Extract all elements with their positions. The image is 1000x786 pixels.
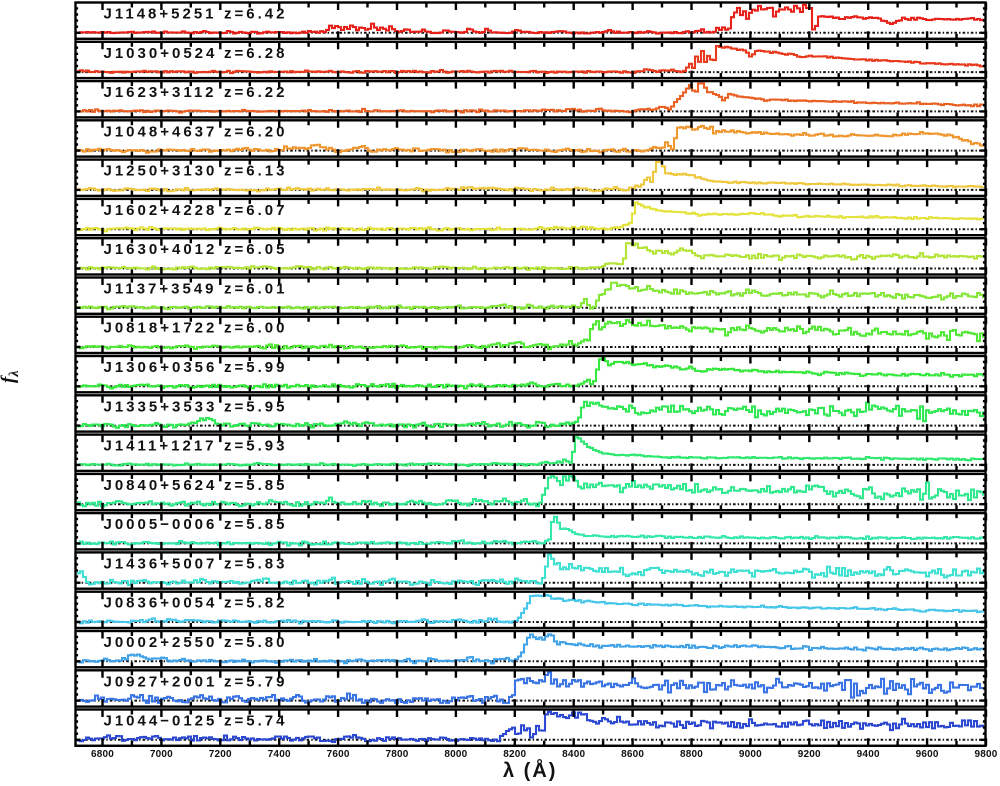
svg-text:z=6.07: z=6.07 <box>224 202 287 219</box>
svg-text:7200: 7200 <box>209 749 232 760</box>
svg-text:J1250+3130: J1250+3130 <box>104 163 218 180</box>
svg-text:z=6.20: z=6.20 <box>224 123 287 140</box>
svg-text:J0840+5624: J0840+5624 <box>104 477 218 494</box>
svg-text:8400: 8400 <box>562 749 585 760</box>
svg-text:z=5.82: z=5.82 <box>224 595 287 612</box>
svg-text:8200: 8200 <box>503 749 526 760</box>
svg-text:J1030+0524: J1030+0524 <box>104 45 218 62</box>
svg-text:z=5.79: z=5.79 <box>224 673 287 690</box>
svg-text:z=5.85: z=5.85 <box>224 477 287 494</box>
svg-text:8800: 8800 <box>680 749 703 760</box>
svg-text:J0927+2001: J0927+2001 <box>104 673 218 690</box>
svg-text:z=5.83: z=5.83 <box>224 555 287 572</box>
svg-text:J1335+3533: J1335+3533 <box>104 398 218 415</box>
svg-text:J0005−0006: J0005−0006 <box>104 516 218 533</box>
svg-text:J1044−0125: J1044−0125 <box>104 713 218 730</box>
svg-text:z=6.13: z=6.13 <box>224 163 287 180</box>
svg-text:7800: 7800 <box>385 749 408 760</box>
svg-text:z=6.22: z=6.22 <box>224 84 287 101</box>
svg-text:J1148+5251: J1148+5251 <box>104 6 217 23</box>
svg-text:λ (Å): λ (Å) <box>503 758 557 782</box>
svg-text:J0818+1722: J0818+1722 <box>104 320 218 337</box>
svg-text:J1630+4012: J1630+4012 <box>104 241 218 258</box>
svg-text:z=6.01: z=6.01 <box>224 281 287 298</box>
svg-text:9800: 9800 <box>974 749 997 760</box>
svg-text:z=5.95: z=5.95 <box>224 398 287 415</box>
svg-text:7400: 7400 <box>268 749 291 760</box>
svg-text:7600: 7600 <box>327 749 350 760</box>
svg-text:9000: 9000 <box>739 749 762 760</box>
svg-text:z=5.99: z=5.99 <box>224 359 287 376</box>
svg-text:J1623+3112: J1623+3112 <box>104 84 217 101</box>
svg-text:J1602+4228: J1602+4228 <box>104 202 218 219</box>
svg-text:z=6.05: z=6.05 <box>224 241 287 258</box>
svg-text:J1306+0356: J1306+0356 <box>104 359 218 376</box>
svg-text:6800: 6800 <box>91 749 114 760</box>
svg-text:J0002+2550: J0002+2550 <box>104 634 218 651</box>
svg-text:J1411+1217: J1411+1217 <box>104 438 217 455</box>
svg-text:J1436+5007: J1436+5007 <box>104 555 218 572</box>
svg-text:z=6.42: z=6.42 <box>224 6 287 23</box>
svg-text:z=5.93: z=5.93 <box>224 438 287 455</box>
svg-text:9400: 9400 <box>857 749 880 760</box>
svg-text:8000: 8000 <box>444 749 467 760</box>
svg-text:J0836+0054: J0836+0054 <box>104 595 218 612</box>
svg-text:z=5.85: z=5.85 <box>224 516 287 533</box>
svg-text:9600: 9600 <box>916 749 939 760</box>
svg-text:z=6.28: z=6.28 <box>224 45 287 62</box>
svg-text:z=6.00: z=6.00 <box>224 320 287 337</box>
svg-text:9200: 9200 <box>798 749 821 760</box>
svg-text:J1137+3549: J1137+3549 <box>104 281 217 298</box>
svg-text:J1048+4637: J1048+4637 <box>104 123 218 140</box>
svg-text:z=5.80: z=5.80 <box>224 634 287 651</box>
svg-text:8600: 8600 <box>621 749 644 760</box>
svg-text:z=5.74: z=5.74 <box>224 713 287 730</box>
svg-text:7000: 7000 <box>150 749 173 760</box>
